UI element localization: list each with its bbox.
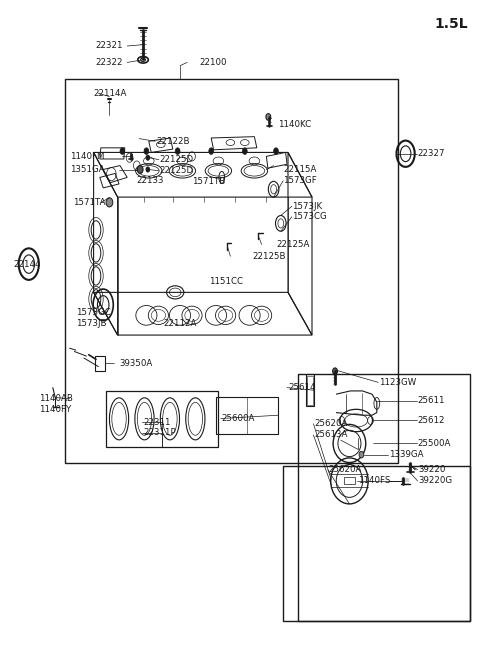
Text: 22112A: 22112A xyxy=(163,319,197,328)
Circle shape xyxy=(144,148,149,154)
Circle shape xyxy=(266,114,271,120)
Bar xyxy=(307,376,313,405)
Text: 1573GF: 1573GF xyxy=(283,176,317,185)
Text: 22125A: 22125A xyxy=(276,240,310,249)
Text: 1573JK: 1573JK xyxy=(292,202,322,211)
Text: 1571TA: 1571TA xyxy=(73,198,106,207)
Text: 25614: 25614 xyxy=(288,383,315,392)
Circle shape xyxy=(137,166,143,173)
Text: 1.5L: 1.5L xyxy=(434,17,468,31)
Text: 22133: 22133 xyxy=(137,176,164,185)
Text: 22114A: 22114A xyxy=(94,89,127,98)
Text: 1573CG: 1573CG xyxy=(292,212,326,221)
Bar xyxy=(306,374,314,406)
Text: 22327: 22327 xyxy=(418,149,445,158)
Text: 22311: 22311 xyxy=(143,418,170,427)
Text: 1140FS: 1140FS xyxy=(358,476,390,486)
Bar xyxy=(344,477,355,484)
Circle shape xyxy=(359,451,364,458)
Text: 1339GA: 1339GA xyxy=(389,450,423,459)
Text: 22322: 22322 xyxy=(95,58,122,67)
Circle shape xyxy=(120,148,125,154)
Text: 22321: 22321 xyxy=(95,41,122,51)
Bar xyxy=(283,466,470,621)
Circle shape xyxy=(333,368,337,374)
Text: 1140FY: 1140FY xyxy=(39,405,72,414)
Text: 39350A: 39350A xyxy=(119,359,152,368)
Text: 1140AB: 1140AB xyxy=(39,394,73,403)
Text: 22144: 22144 xyxy=(13,260,41,269)
Text: 39220: 39220 xyxy=(419,465,446,474)
Text: 39220G: 39220G xyxy=(419,476,453,486)
Text: 25611: 25611 xyxy=(418,396,445,405)
Bar xyxy=(106,391,218,447)
Text: 25612: 25612 xyxy=(418,416,445,425)
Text: 22115A: 22115A xyxy=(283,165,317,174)
Text: 1123GW: 1123GW xyxy=(379,378,417,387)
Circle shape xyxy=(242,148,247,154)
Circle shape xyxy=(146,167,150,172)
Bar xyxy=(298,374,470,621)
Circle shape xyxy=(146,155,150,160)
Text: 1151CC: 1151CC xyxy=(209,277,243,286)
Text: 25600A: 25600A xyxy=(222,414,255,423)
Text: 1571TB: 1571TB xyxy=(192,177,225,186)
Text: 1140KC: 1140KC xyxy=(278,120,312,129)
Text: 22122B: 22122B xyxy=(156,137,190,146)
Bar xyxy=(95,356,105,371)
Circle shape xyxy=(175,148,180,154)
Bar xyxy=(65,79,398,463)
Text: 1351GA: 1351GA xyxy=(70,165,104,174)
Text: 22311P: 22311P xyxy=(143,428,176,438)
Text: 1573JB: 1573JB xyxy=(76,319,107,328)
Text: 22125B: 22125B xyxy=(252,252,286,261)
Text: 25620A: 25620A xyxy=(329,465,362,474)
Bar xyxy=(216,397,278,434)
Text: 1140FM: 1140FM xyxy=(70,152,104,161)
Text: 25613A: 25613A xyxy=(314,430,348,440)
Text: 22125D: 22125D xyxy=(160,155,194,164)
Text: 25500A: 25500A xyxy=(418,439,451,448)
Text: 1573GC: 1573GC xyxy=(76,308,110,317)
Text: 22100: 22100 xyxy=(199,58,227,67)
Text: 25620A: 25620A xyxy=(314,419,348,428)
Circle shape xyxy=(209,148,214,154)
Circle shape xyxy=(274,148,278,154)
Text: 22125D: 22125D xyxy=(160,166,194,175)
Circle shape xyxy=(106,198,113,207)
